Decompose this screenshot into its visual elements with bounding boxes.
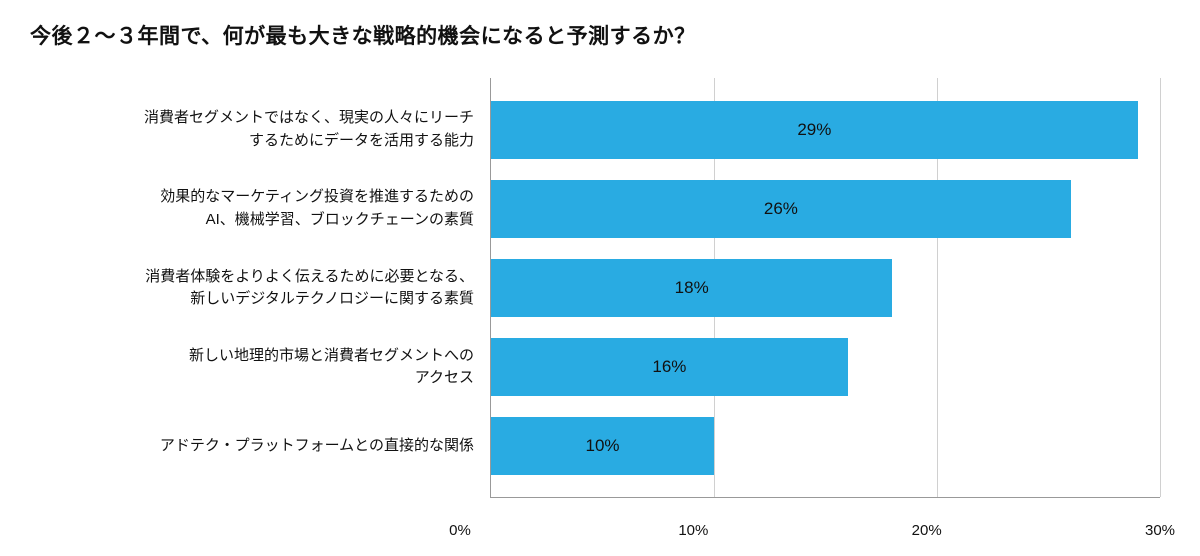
x-tick-label: 30% (1145, 522, 1175, 539)
category-label: 消費者体験をよりよく伝えるために必要となる、 新しいデジタルテクノロジーに関する… (30, 266, 490, 311)
bar: 26% (491, 180, 1071, 238)
grid-line (1160, 78, 1161, 497)
x-axis-ticks: 0% 10% 20% 30% (460, 522, 1160, 542)
x-tick-label: 10% (678, 522, 708, 539)
bar-value-label: 29% (797, 120, 831, 140)
bar: 29% (491, 101, 1138, 159)
x-tick-label: 20% (912, 522, 942, 539)
x-tick-label: 0% (449, 522, 471, 539)
bar-value-label: 10% (585, 436, 619, 456)
bar: 18% (491, 259, 892, 317)
bars-area: 29% 26% 18% 16% 10% (490, 78, 1160, 498)
bar: 10% (491, 417, 714, 475)
chart-container: 今後２～３年間で、何が最も大きな戦略的機会になると予測するか？ 消費者セグメント… (0, 0, 1200, 556)
category-labels-column: 消費者セグメントではなく、現実の人々にリーチ するためにデータを活用する能力 効… (30, 78, 490, 498)
category-label: 消費者セグメントではなく、現実の人々にリーチ するためにデータを活用する能力 (30, 107, 490, 152)
plot-area: 消費者セグメントではなく、現実の人々にリーチ するためにデータを活用する能力 効… (30, 78, 1160, 498)
category-label: 効果的なマーケティング投資を推進するための AI、機械学習、ブロックチェーンの素… (30, 186, 490, 231)
bar-value-label: 18% (675, 278, 709, 298)
chart-title: 今後２～３年間で、何が最も大きな戦略的機会になると予測するか？ (30, 20, 1160, 50)
category-label: アドテク・プラットフォームとの直接的な関係 (30, 435, 490, 458)
category-label: 新しい地理的市場と消費者セグメントへの アクセス (30, 345, 490, 390)
bar: 16% (491, 338, 848, 396)
bar-value-label: 16% (652, 357, 686, 377)
bar-value-label: 26% (764, 199, 798, 219)
